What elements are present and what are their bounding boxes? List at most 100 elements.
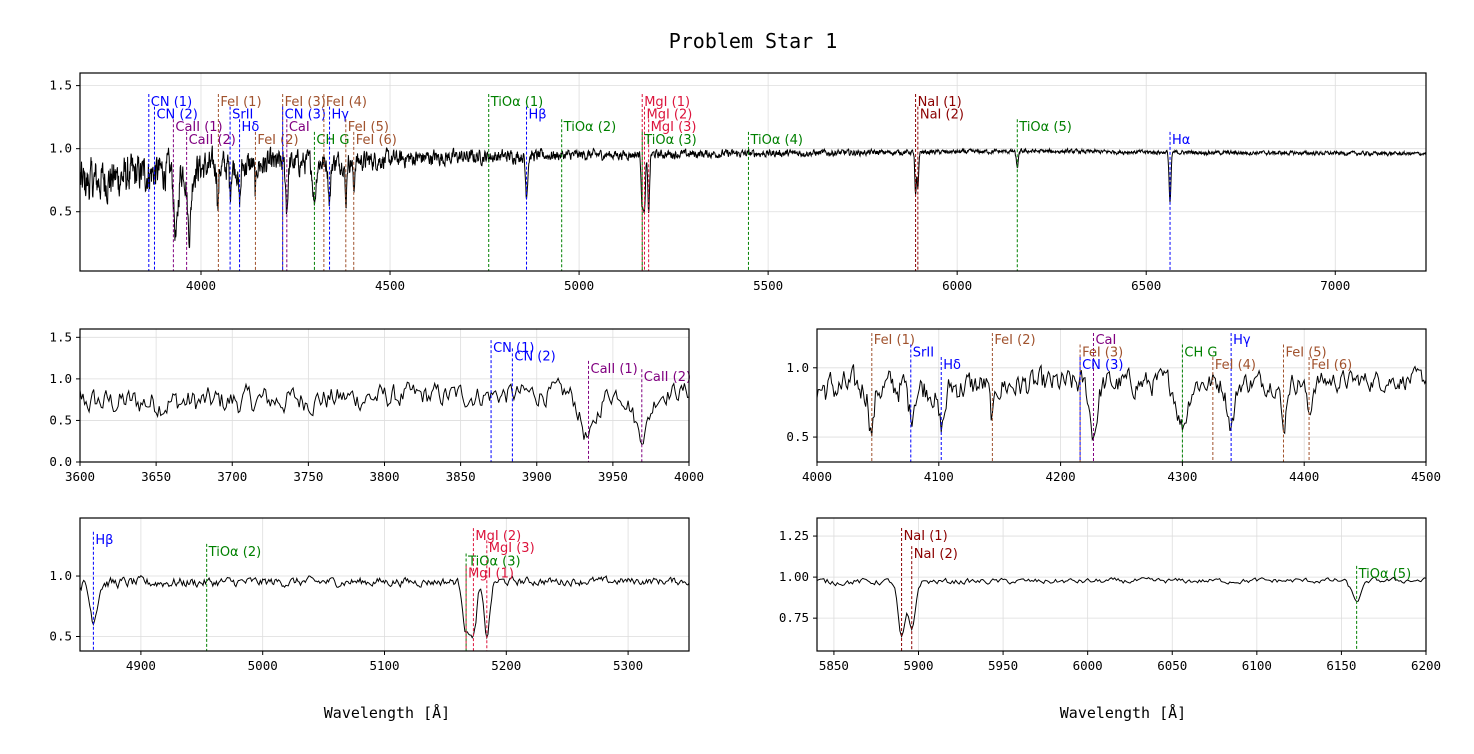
line-label: MgI (3) [651, 120, 697, 135]
x-tick-label: 3850 [446, 469, 476, 484]
line-label: FeI (5) [1285, 346, 1326, 361]
x-tick-label: 4200 [1046, 469, 1076, 484]
line-label: Hγ [1233, 333, 1251, 348]
x-tick-label: 3600 [65, 469, 95, 484]
x-tick-label: 6100 [1242, 658, 1272, 673]
line-label: FeI (6) [1311, 358, 1352, 373]
line-label: CN (3) [1082, 358, 1123, 373]
x-tick-label: 5000 [248, 658, 278, 673]
x-tick-label: 6000 [942, 278, 972, 293]
line-label: TiOα (4) [749, 133, 803, 148]
x-tick-label: 4000 [186, 278, 216, 293]
line-label: CN (1) [493, 341, 534, 356]
x-tick-label: 4900 [126, 658, 156, 673]
spectrum-line [80, 145, 1426, 249]
line-label: TiOα (2) [563, 120, 617, 135]
panel-main-spectrum: CN (1)CN (2)CaII (1)CaII (2)FeI (1)SrIIH… [49, 72, 1427, 293]
line-label: Hα [1172, 133, 1190, 148]
line-label: FeI (2) [994, 333, 1035, 348]
line-label: FeI (6) [356, 133, 397, 148]
line-label: Hγ [332, 108, 350, 123]
spectrum-line [80, 574, 689, 640]
line-label: TiOα (5) [1018, 120, 1072, 135]
x-tick-label: 6000 [1073, 658, 1103, 673]
line-label: NaI (1) [918, 95, 962, 110]
x-tick-label: 3700 [217, 469, 247, 484]
line-label: CN (1) [151, 95, 192, 110]
x-tick-label: 3750 [293, 469, 323, 484]
line-label: FeI (3) [1082, 346, 1123, 361]
line-label: MgI (1) [644, 95, 690, 110]
y-tick-label: 0.75 [779, 610, 809, 625]
x-tick-label: 5200 [491, 658, 521, 673]
line-label: FeI (1) [220, 95, 261, 110]
x-tick-label: 3950 [598, 469, 628, 484]
y-tick-label: 0.5 [49, 204, 72, 219]
line-label: SrII [232, 108, 253, 123]
line-label: CaII (1) [591, 362, 638, 377]
line-label: FeI (3) [285, 95, 326, 110]
line-label: MgI (2) [646, 108, 692, 123]
x-tick-label: 3800 [369, 469, 399, 484]
x-tick-label: 4300 [1167, 469, 1197, 484]
line-label: TiOα (3) [467, 555, 521, 570]
y-tick-label: 1.0 [786, 360, 809, 375]
line-label: CH G [316, 133, 349, 148]
line-label: Hβ [529, 108, 547, 123]
line-label: MgI (3) [489, 541, 535, 556]
y-tick-label: 0.5 [49, 628, 72, 643]
x-axis-label-right: Wavelength [Å] [1060, 703, 1186, 722]
line-label: Hδ [242, 120, 260, 135]
y-tick-label: 0.5 [49, 412, 72, 427]
x-tick-label: 4000 [802, 469, 832, 484]
line-label: FeI (2) [257, 133, 298, 148]
line-label: TiOα (5) [1358, 567, 1412, 582]
axes-frame [816, 328, 1427, 463]
axes-frame [79, 72, 1427, 272]
line-label: CaI [289, 120, 310, 135]
y-tick-label: 0.5 [786, 429, 809, 444]
line-label: CN (2) [514, 349, 555, 364]
line-label: MgI (1) [468, 567, 514, 582]
y-tick-label: 1.00 [779, 569, 809, 584]
line-label: TiOα (2) [208, 545, 262, 560]
figure-title: Problem Star 1 [669, 29, 838, 53]
line-label: FeI (1) [874, 333, 915, 348]
line-label: SrII [913, 346, 934, 361]
line-label: NaI (2) [920, 108, 964, 123]
y-tick-label: 0.0 [49, 454, 72, 469]
y-tick-label: 1.0 [49, 371, 72, 386]
x-tick-label: 5950 [988, 658, 1018, 673]
x-tick-label: 6200 [1411, 658, 1441, 673]
x-tick-label: 4000 [674, 469, 704, 484]
line-label: CaII (2) [644, 370, 691, 385]
x-tick-label: 4100 [924, 469, 954, 484]
axes-frame [816, 517, 1427, 652]
line-label: CaI [1095, 333, 1116, 348]
line-label: TiOα (3) [643, 133, 697, 148]
x-tick-label: 5500 [753, 278, 783, 293]
x-tick-label: 7000 [1320, 278, 1350, 293]
x-tick-label: 4500 [375, 278, 405, 293]
x-tick-label: 6500 [1131, 278, 1161, 293]
x-tick-label: 5100 [369, 658, 399, 673]
line-label: Hδ [943, 358, 961, 373]
x-tick-label: 5900 [903, 658, 933, 673]
x-tick-label: 6050 [1157, 658, 1187, 673]
line-label: CaII (2) [189, 133, 236, 148]
spectrum-line [817, 363, 1426, 442]
line-label: NaI (1) [904, 529, 948, 544]
x-tick-label: 3900 [522, 469, 552, 484]
y-tick-label: 1.5 [49, 78, 72, 93]
x-tick-label: 3650 [141, 469, 171, 484]
x-tick-label: 5000 [564, 278, 594, 293]
x-axis-label-left: Wavelength [Å] [324, 703, 450, 722]
line-label: TiOα (1) [490, 95, 544, 110]
line-label: CaII (1) [175, 120, 222, 135]
y-tick-label: 1.5 [49, 329, 72, 344]
line-label: CH G [1184, 346, 1217, 361]
panel-zoom-3600-4000: CN (1)CN (2) CaII (1) CaII (2) 3600 3650 3700… [49, 328, 704, 484]
